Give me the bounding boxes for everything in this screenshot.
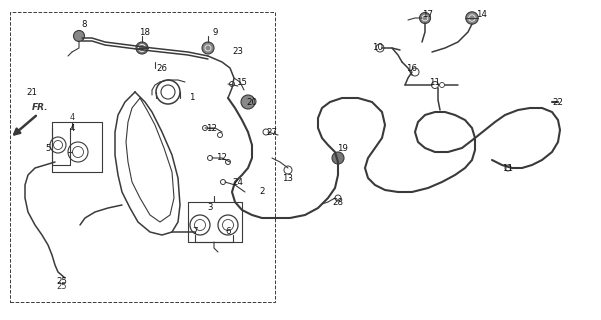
Circle shape — [466, 12, 478, 24]
Circle shape — [332, 152, 344, 164]
Text: 9: 9 — [212, 28, 218, 36]
Text: FR.: FR. — [32, 103, 49, 112]
Text: 20: 20 — [246, 98, 257, 107]
Text: 16: 16 — [406, 63, 418, 73]
Text: 11: 11 — [430, 77, 441, 86]
Circle shape — [136, 42, 148, 54]
Text: 28: 28 — [332, 197, 344, 206]
Text: 10: 10 — [373, 44, 383, 52]
Text: 27: 27 — [266, 127, 278, 137]
Text: 8: 8 — [81, 20, 87, 28]
Text: 24: 24 — [233, 178, 243, 187]
Text: 4: 4 — [69, 124, 75, 132]
Text: 23: 23 — [233, 47, 243, 57]
Text: 11: 11 — [502, 164, 513, 172]
Text: 12: 12 — [207, 124, 218, 132]
Text: 12: 12 — [216, 154, 228, 163]
Text: 4: 4 — [69, 113, 75, 122]
Text: 26: 26 — [156, 63, 168, 73]
Text: 15: 15 — [237, 77, 248, 86]
Circle shape — [419, 12, 430, 23]
Text: 6: 6 — [225, 228, 231, 236]
Text: 5: 5 — [45, 143, 50, 153]
Text: 1: 1 — [189, 93, 195, 102]
Circle shape — [241, 95, 255, 109]
Text: 21: 21 — [26, 87, 37, 97]
Text: 17: 17 — [423, 10, 433, 19]
Text: 19: 19 — [337, 143, 347, 153]
Text: 25: 25 — [56, 282, 67, 291]
Text: 14: 14 — [477, 10, 487, 19]
Text: 3: 3 — [207, 204, 213, 212]
Text: 13: 13 — [282, 173, 293, 182]
Text: 22: 22 — [552, 98, 564, 107]
Text: 7: 7 — [192, 228, 198, 236]
Text: 18: 18 — [139, 28, 150, 36]
Circle shape — [73, 30, 85, 42]
Text: 2: 2 — [259, 188, 265, 196]
Circle shape — [202, 42, 214, 54]
Text: 25: 25 — [56, 277, 67, 286]
